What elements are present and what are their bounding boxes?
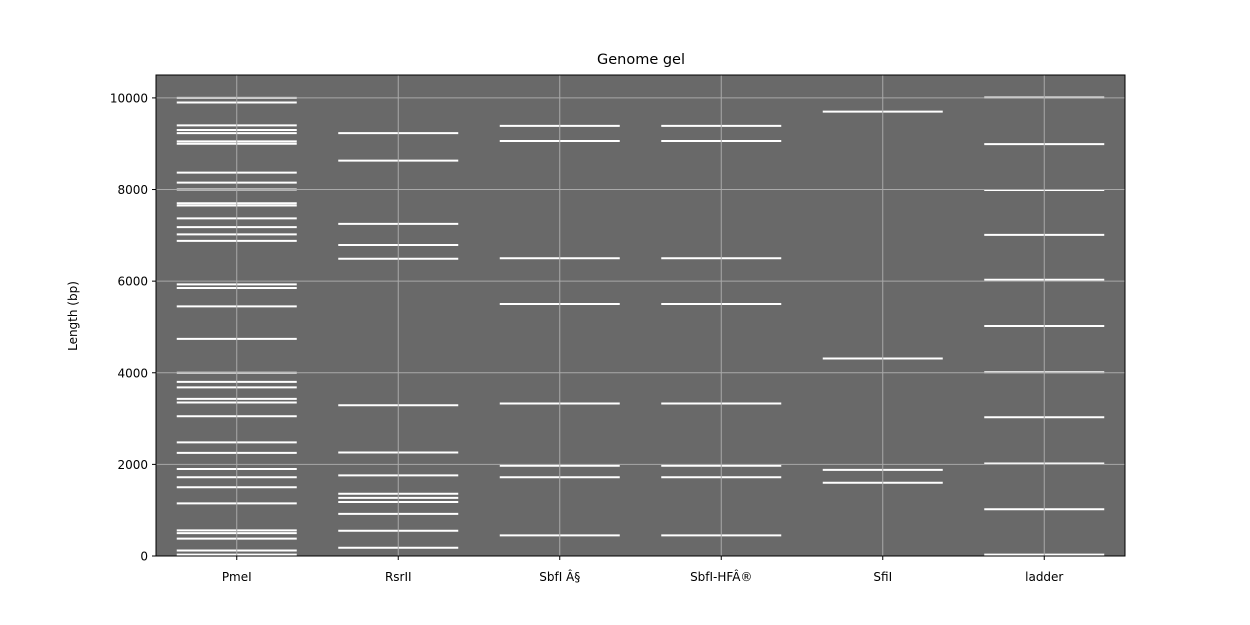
chart-title: Genome gel <box>597 52 685 68</box>
y-tick-label: 10000 <box>110 91 148 105</box>
lane-label: SbfI-HFÂ® <box>690 569 752 584</box>
y-tick-label: 2000 <box>117 458 148 472</box>
plot-frame <box>155 74 1126 557</box>
y-tick-label: 4000 <box>117 366 148 380</box>
y-axis-label: Length (bp) <box>66 281 80 351</box>
plot-background <box>156 75 1125 556</box>
lane-label: ladder <box>1025 570 1063 584</box>
plot-area: 0 2000 4000 6000 8000 10000 PmeI RsrII SbfI Â§ Sb… <box>110 74 1126 584</box>
lane-label: SfiI <box>873 570 892 584</box>
y-tick-label: 0 <box>140 550 148 564</box>
lane-label: RsrII <box>385 570 412 584</box>
y-tick-label: 6000 <box>117 275 148 289</box>
lane-label: PmeI <box>222 570 252 584</box>
lane-label: SbfI Â§ <box>539 569 580 584</box>
y-tick-label: 8000 <box>117 183 148 197</box>
